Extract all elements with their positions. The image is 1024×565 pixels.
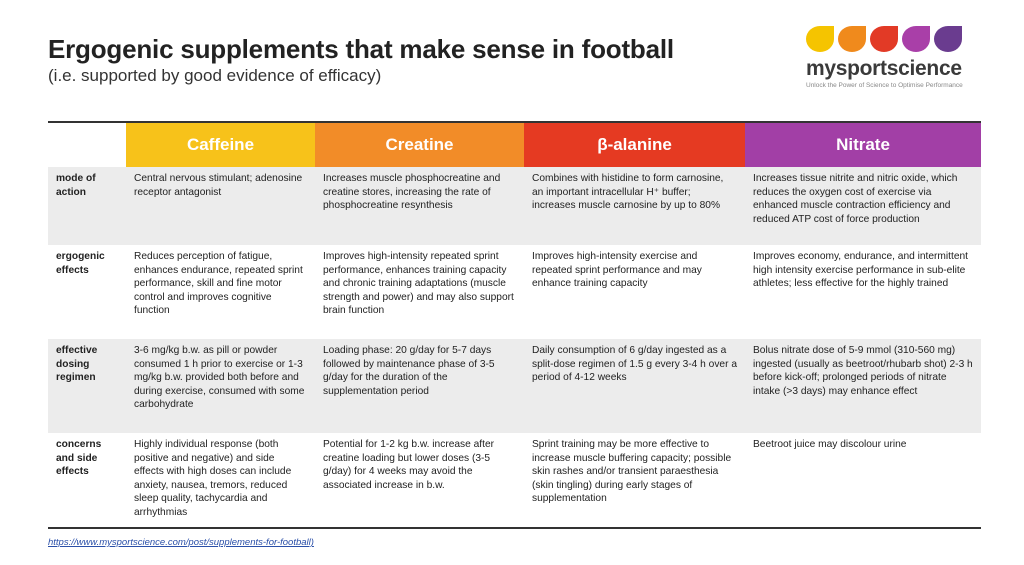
table-cell: Beetroot juice may discolour urine xyxy=(753,439,907,450)
table-cell: Increases muscle phosphocreatine and cre… xyxy=(323,173,501,212)
source-link[interactable]: https://www.mysportscience.com/post/supp… xyxy=(48,537,314,548)
table-row-effective-dosing-regimen: effective dosing regimen 3-6 mg/kg b.w. … xyxy=(48,339,981,433)
table-header-row: Caffeine Creatine β-alanine Nitrate xyxy=(48,123,981,167)
table-cell: Bolus nitrate dose of 5-9 mmol (310-560 … xyxy=(753,345,973,397)
table-bottom-rule xyxy=(48,527,981,529)
mysportscience-logo: mysportscience Unlock the Power of Scien… xyxy=(806,26,996,98)
header-beta-alanine: β-alanine xyxy=(524,123,745,167)
page-title: Ergogenic supplements that make sense in… xyxy=(48,34,674,64)
petal-purple xyxy=(934,26,962,52)
page-subtitle: (i.e. supported by good evidence of effi… xyxy=(48,66,382,85)
table-cell: Daily consumption of 6 g/day ingested as… xyxy=(532,345,737,384)
table-cell: Sprint training may be more effective to… xyxy=(532,439,732,505)
table-cell: Reduces perception of fatigue, enhances … xyxy=(134,251,303,317)
header-caffeine: Caffeine xyxy=(126,123,315,167)
header-nitrate: Nitrate xyxy=(745,123,981,167)
row-label: concerns and side effects xyxy=(56,439,102,478)
table-cell: Improves high-intensity exercise and rep… xyxy=(532,251,702,290)
table-cell: Increases tissue nitrite and nitric oxid… xyxy=(753,173,958,225)
table-row-ergogenic-effects: ergogenic effects Reduces perception of … xyxy=(48,245,981,339)
table-top-rule xyxy=(48,121,981,123)
table-cell: Improves economy, endurance, and intermi… xyxy=(753,251,968,290)
row-label: mode of action xyxy=(56,173,96,198)
header-blank xyxy=(48,123,126,167)
table-cell: Combines with histidine to form carnosin… xyxy=(532,173,724,212)
petal-yellow xyxy=(806,26,834,52)
logo-petals-icon xyxy=(806,26,996,54)
petal-orange xyxy=(838,26,866,52)
row-label: ergogenic effects xyxy=(56,251,105,276)
table-cell: Central nervous stimulant; adenosine rec… xyxy=(134,173,303,198)
table-row-concerns-and-side-effects: concerns and side effects Highly individ… xyxy=(48,433,981,527)
petal-magenta xyxy=(902,26,930,52)
supplements-table: Caffeine Creatine β-alanine Nitrate mode… xyxy=(48,121,981,529)
table-cell: Improves high-intensity repeated sprint … xyxy=(323,251,514,317)
table-cell: Highly individual response (both positiv… xyxy=(134,439,292,518)
table-row-mode-of-action: mode of action Central nervous stimulant… xyxy=(48,167,981,245)
header-creatine: Creatine xyxy=(315,123,524,167)
logo-tagline: Unlock the Power of Science to Optimise … xyxy=(806,82,963,89)
table-cell: Loading phase: 20 g/day for 5-7 days fol… xyxy=(323,345,495,397)
table-cell: Potential for 1-2 kg b.w. increase after… xyxy=(323,439,495,491)
table-cell: 3-6 mg/kg b.w. as pill or powder consume… xyxy=(134,345,305,411)
row-label: effective dosing regimen xyxy=(56,345,98,384)
petal-red xyxy=(870,26,898,52)
logo-brand-name: mysportscience xyxy=(806,57,962,80)
